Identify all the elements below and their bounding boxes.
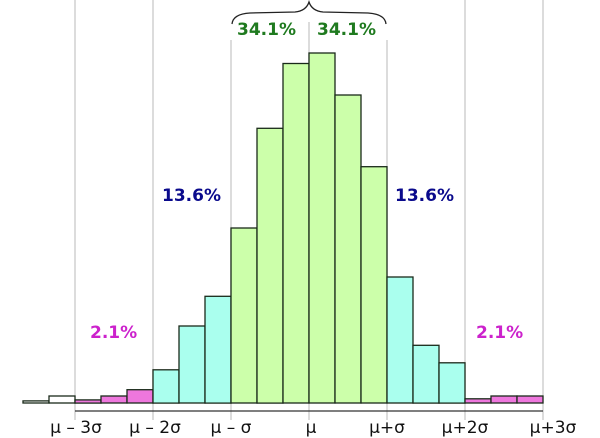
histogram-bars bbox=[22, 52, 544, 404]
pct-label-inner-left: 34.1% bbox=[237, 20, 296, 40]
histogram-bar bbox=[100, 395, 128, 404]
x-tick-mu-plus-sigma: μ+σ bbox=[369, 418, 405, 438]
brace-icon bbox=[231, 0, 387, 25]
histogram-bar bbox=[438, 362, 466, 404]
histogram-bar bbox=[204, 295, 232, 404]
histogram-bar bbox=[360, 166, 388, 404]
histogram-bar bbox=[22, 400, 50, 404]
histogram-bar bbox=[152, 369, 180, 404]
histogram-bar bbox=[386, 276, 414, 404]
histogram-bar bbox=[464, 398, 492, 404]
histogram-bar bbox=[412, 344, 440, 404]
histogram-bar bbox=[48, 395, 76, 404]
x-tick-mu-minus-3sigma: μ – 3σ bbox=[50, 418, 102, 438]
histogram-bar bbox=[74, 399, 102, 404]
histogram-bar bbox=[178, 325, 206, 404]
histogram-bar bbox=[126, 389, 154, 404]
histogram-bar bbox=[256, 127, 284, 404]
pct-label-mid-right: 13.6% bbox=[395, 186, 454, 206]
histogram-bar bbox=[282, 62, 310, 404]
x-tick-mu-minus-2sigma: μ – 2σ bbox=[129, 418, 181, 438]
histogram-bar bbox=[490, 395, 518, 404]
histogram-bar bbox=[230, 227, 258, 404]
x-tick-mu-plus-3sigma: μ+3σ bbox=[529, 418, 577, 438]
pct-label-outer-right: 2.1% bbox=[476, 323, 524, 343]
pct-label-outer-left: 2.1% bbox=[90, 323, 138, 343]
histogram-bar bbox=[334, 94, 362, 404]
pct-label-mid-left: 13.6% bbox=[162, 186, 221, 206]
pct-label-inner-right: 34.1% bbox=[317, 20, 376, 40]
x-tick-mu: μ bbox=[305, 418, 317, 438]
histogram-bar bbox=[516, 395, 544, 404]
x-tick-mu-plus-2sigma: μ+2σ bbox=[441, 418, 489, 438]
histogram-bar bbox=[308, 52, 336, 404]
x-tick-mu-minus-sigma: μ – σ bbox=[210, 418, 252, 438]
